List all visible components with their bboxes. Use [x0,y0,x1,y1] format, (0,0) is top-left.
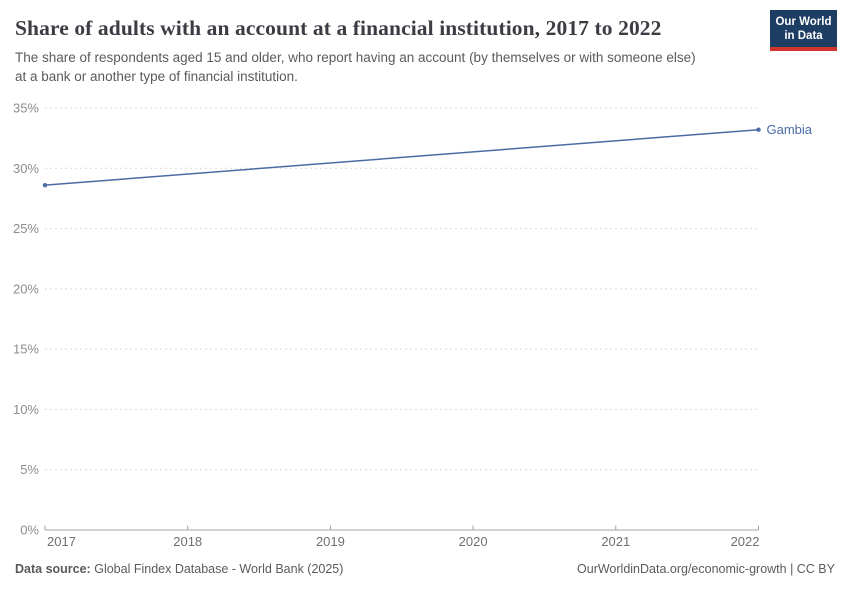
x-axis-tick-label: 2019 [316,534,345,549]
owid-logo-line2: in Data [784,30,823,42]
x-axis-tick-label: 2021 [601,534,630,549]
x-axis-tick-label: 2018 [173,534,202,549]
series-label[interactable]: Gambia [767,122,813,137]
chart-title: Share of adults with an account at a fin… [15,16,662,40]
x-axis-tick-label: 2017 [47,534,76,549]
x-axis-tick-label: 2020 [459,534,488,549]
owid-footer-link[interactable]: OurWorldinData.org/economic-growth | CC … [577,562,835,576]
data-source-value: Global Findex Database - World Bank (202… [94,562,344,576]
y-axis-tick-label: 0% [20,523,39,538]
data-point[interactable] [756,127,761,132]
y-axis-tick-label: 30% [13,161,39,176]
data-point[interactable] [42,182,48,188]
y-axis-tick-label: 10% [13,402,39,417]
owid-logo[interactable]: Our World in Data [770,10,837,51]
y-axis-tick-label: 20% [13,281,39,296]
owid-logo-line1: Our World [775,16,832,28]
data-line[interactable] [44,128,759,186]
y-axis-tick-label: 25% [13,221,39,236]
y-axis-tick-label: 35% [13,101,39,116]
chart-plot-area: 0% 5% 10% 15% 20% 25% 30% 35% 2017 2018 2019 2020 20… [13,101,813,550]
y-axis-tick-label: 15% [13,342,39,357]
chart-footer: Data source: Global Findex Database - Wo… [15,562,835,576]
chart-subtitle: The share of respondents aged 15 and old… [15,50,696,84]
data-source: Data source: Global Findex Database - Wo… [15,562,343,576]
y-axis-tick-label: 5% [20,462,39,477]
x-axis-tick-label: 2022 [731,534,760,549]
data-source-label: Data source: [15,562,91,576]
